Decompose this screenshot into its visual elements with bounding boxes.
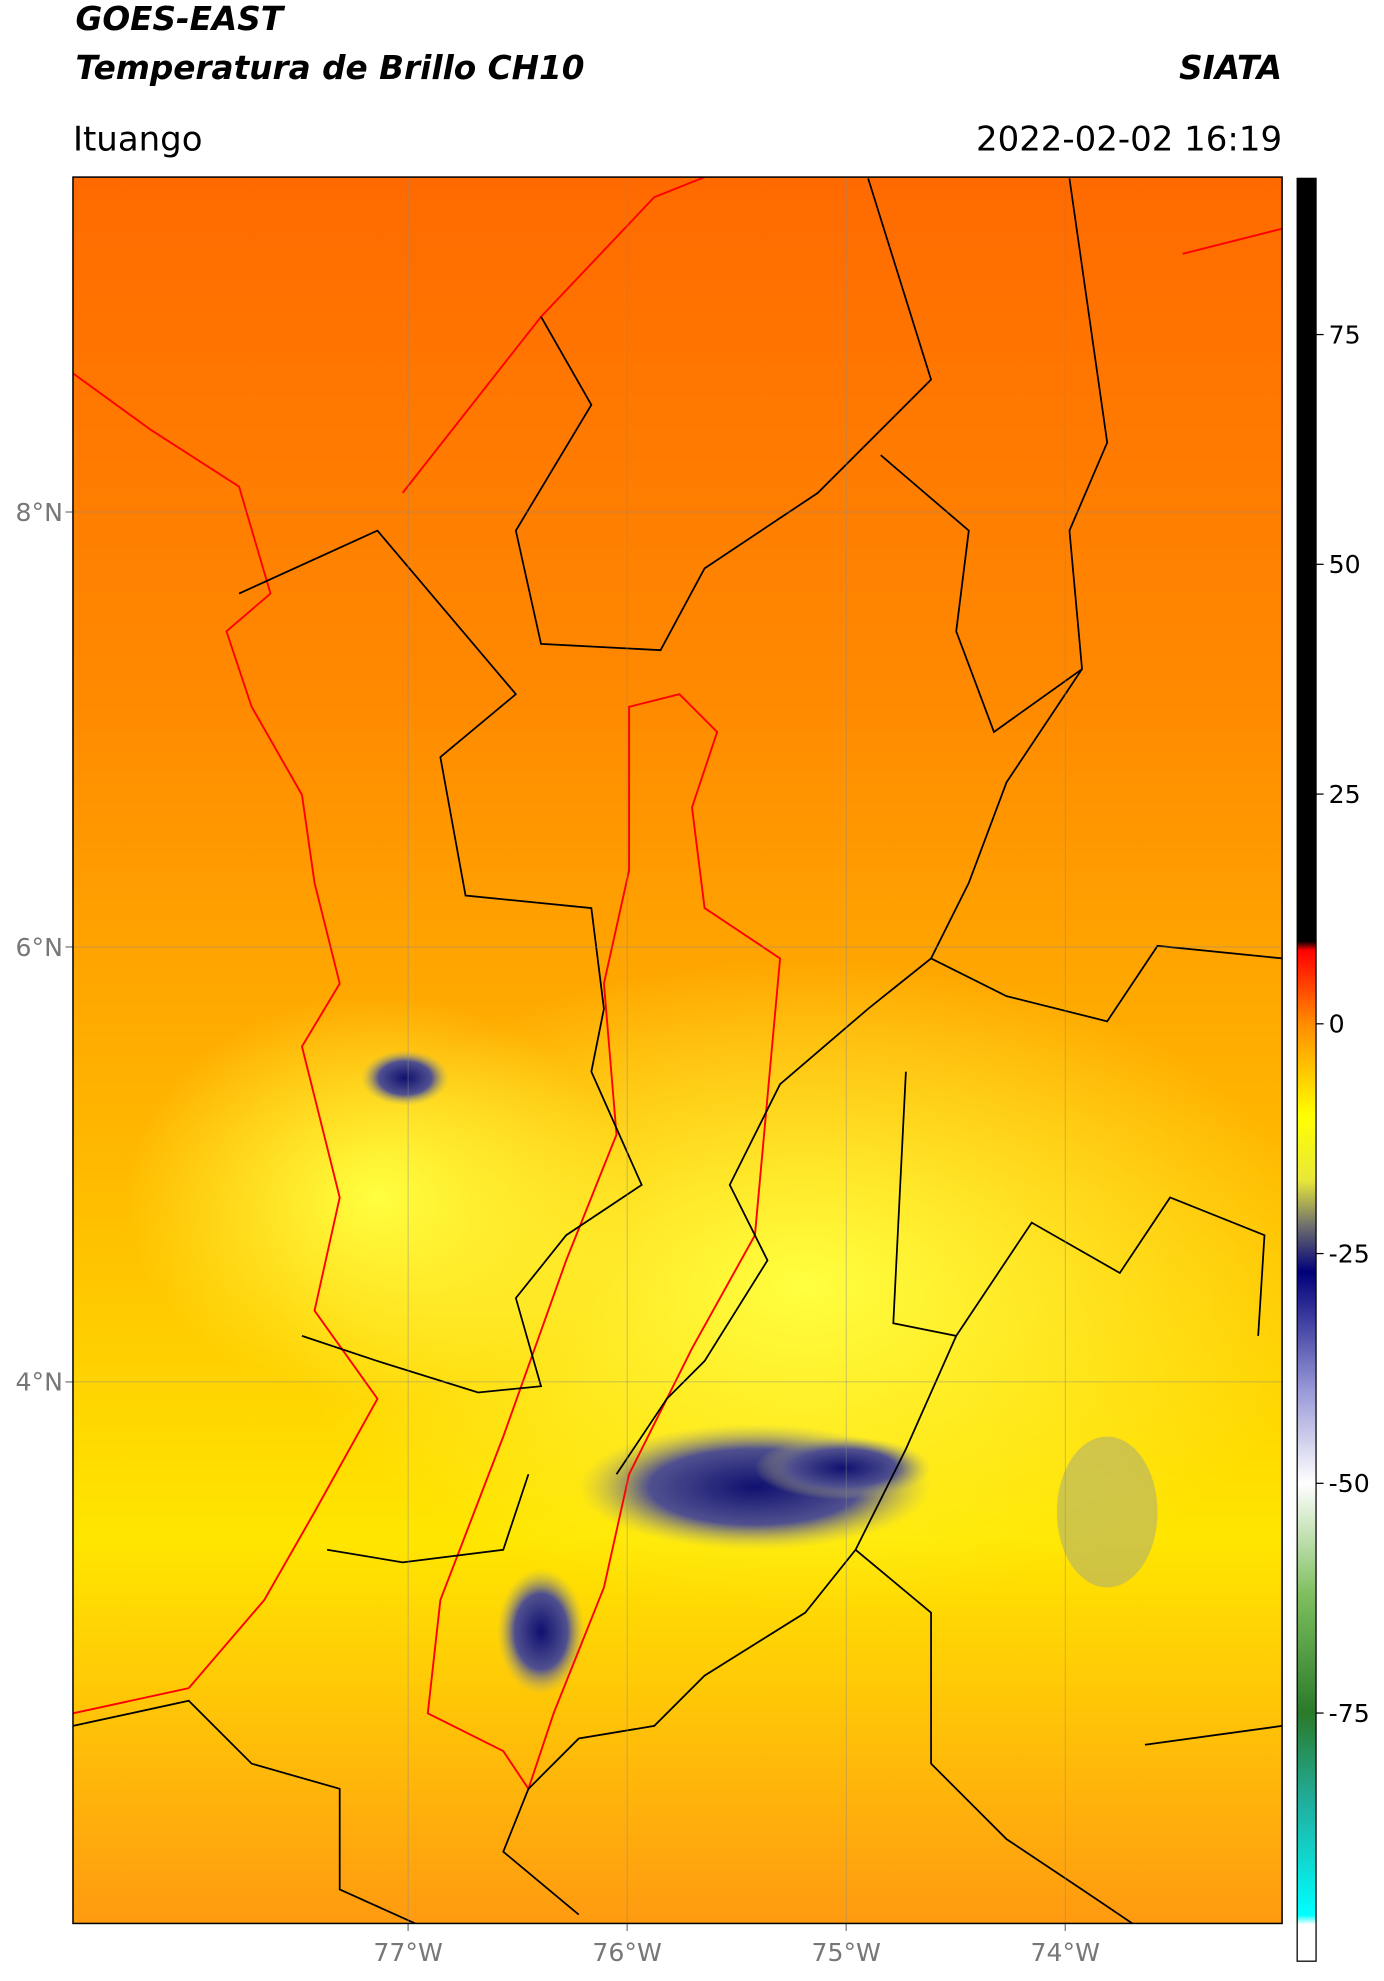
agency: SIATA [1179,49,1282,87]
lon-label: 76°W [592,1938,662,1967]
lon-label: 75°W [811,1938,881,1967]
map-frame [72,176,1283,1925]
colorbar-tick-label: 50 [1329,550,1361,579]
lon-label: 77°W [373,1938,443,1967]
colorbar-ticks: 75 50 25 0 -25 -50 -75 [1316,320,1370,1728]
lon-label: 74°W [1031,1938,1101,1967]
datetime: 2022-02-02 16:19 [976,120,1282,160]
lat-label: 6°N [16,933,63,962]
region: Ituango [73,120,203,160]
graticule: 77°W 76°W 75°W 74°W 8°N 6°N 4°N [16,177,1283,1967]
satellite: GOES-EAST [75,0,285,38]
product: Temperatura de Brillo CH10 [75,49,584,87]
colorbar-tick-label: 75 [1329,320,1361,349]
map-image [72,177,1283,1924]
colorbar-tick-label: 0 [1329,1010,1345,1039]
lat-label: 4°N [16,1368,63,1397]
colorbar [1296,177,1317,1962]
colorbar-tick-label: -75 [1329,1699,1370,1728]
lat-label: 8°N [16,498,63,527]
colorbar-tick-label: -50 [1329,1469,1370,1498]
colorbar-tick-label: 25 [1329,780,1361,809]
colorbar-tick-label: -25 [1329,1239,1370,1268]
